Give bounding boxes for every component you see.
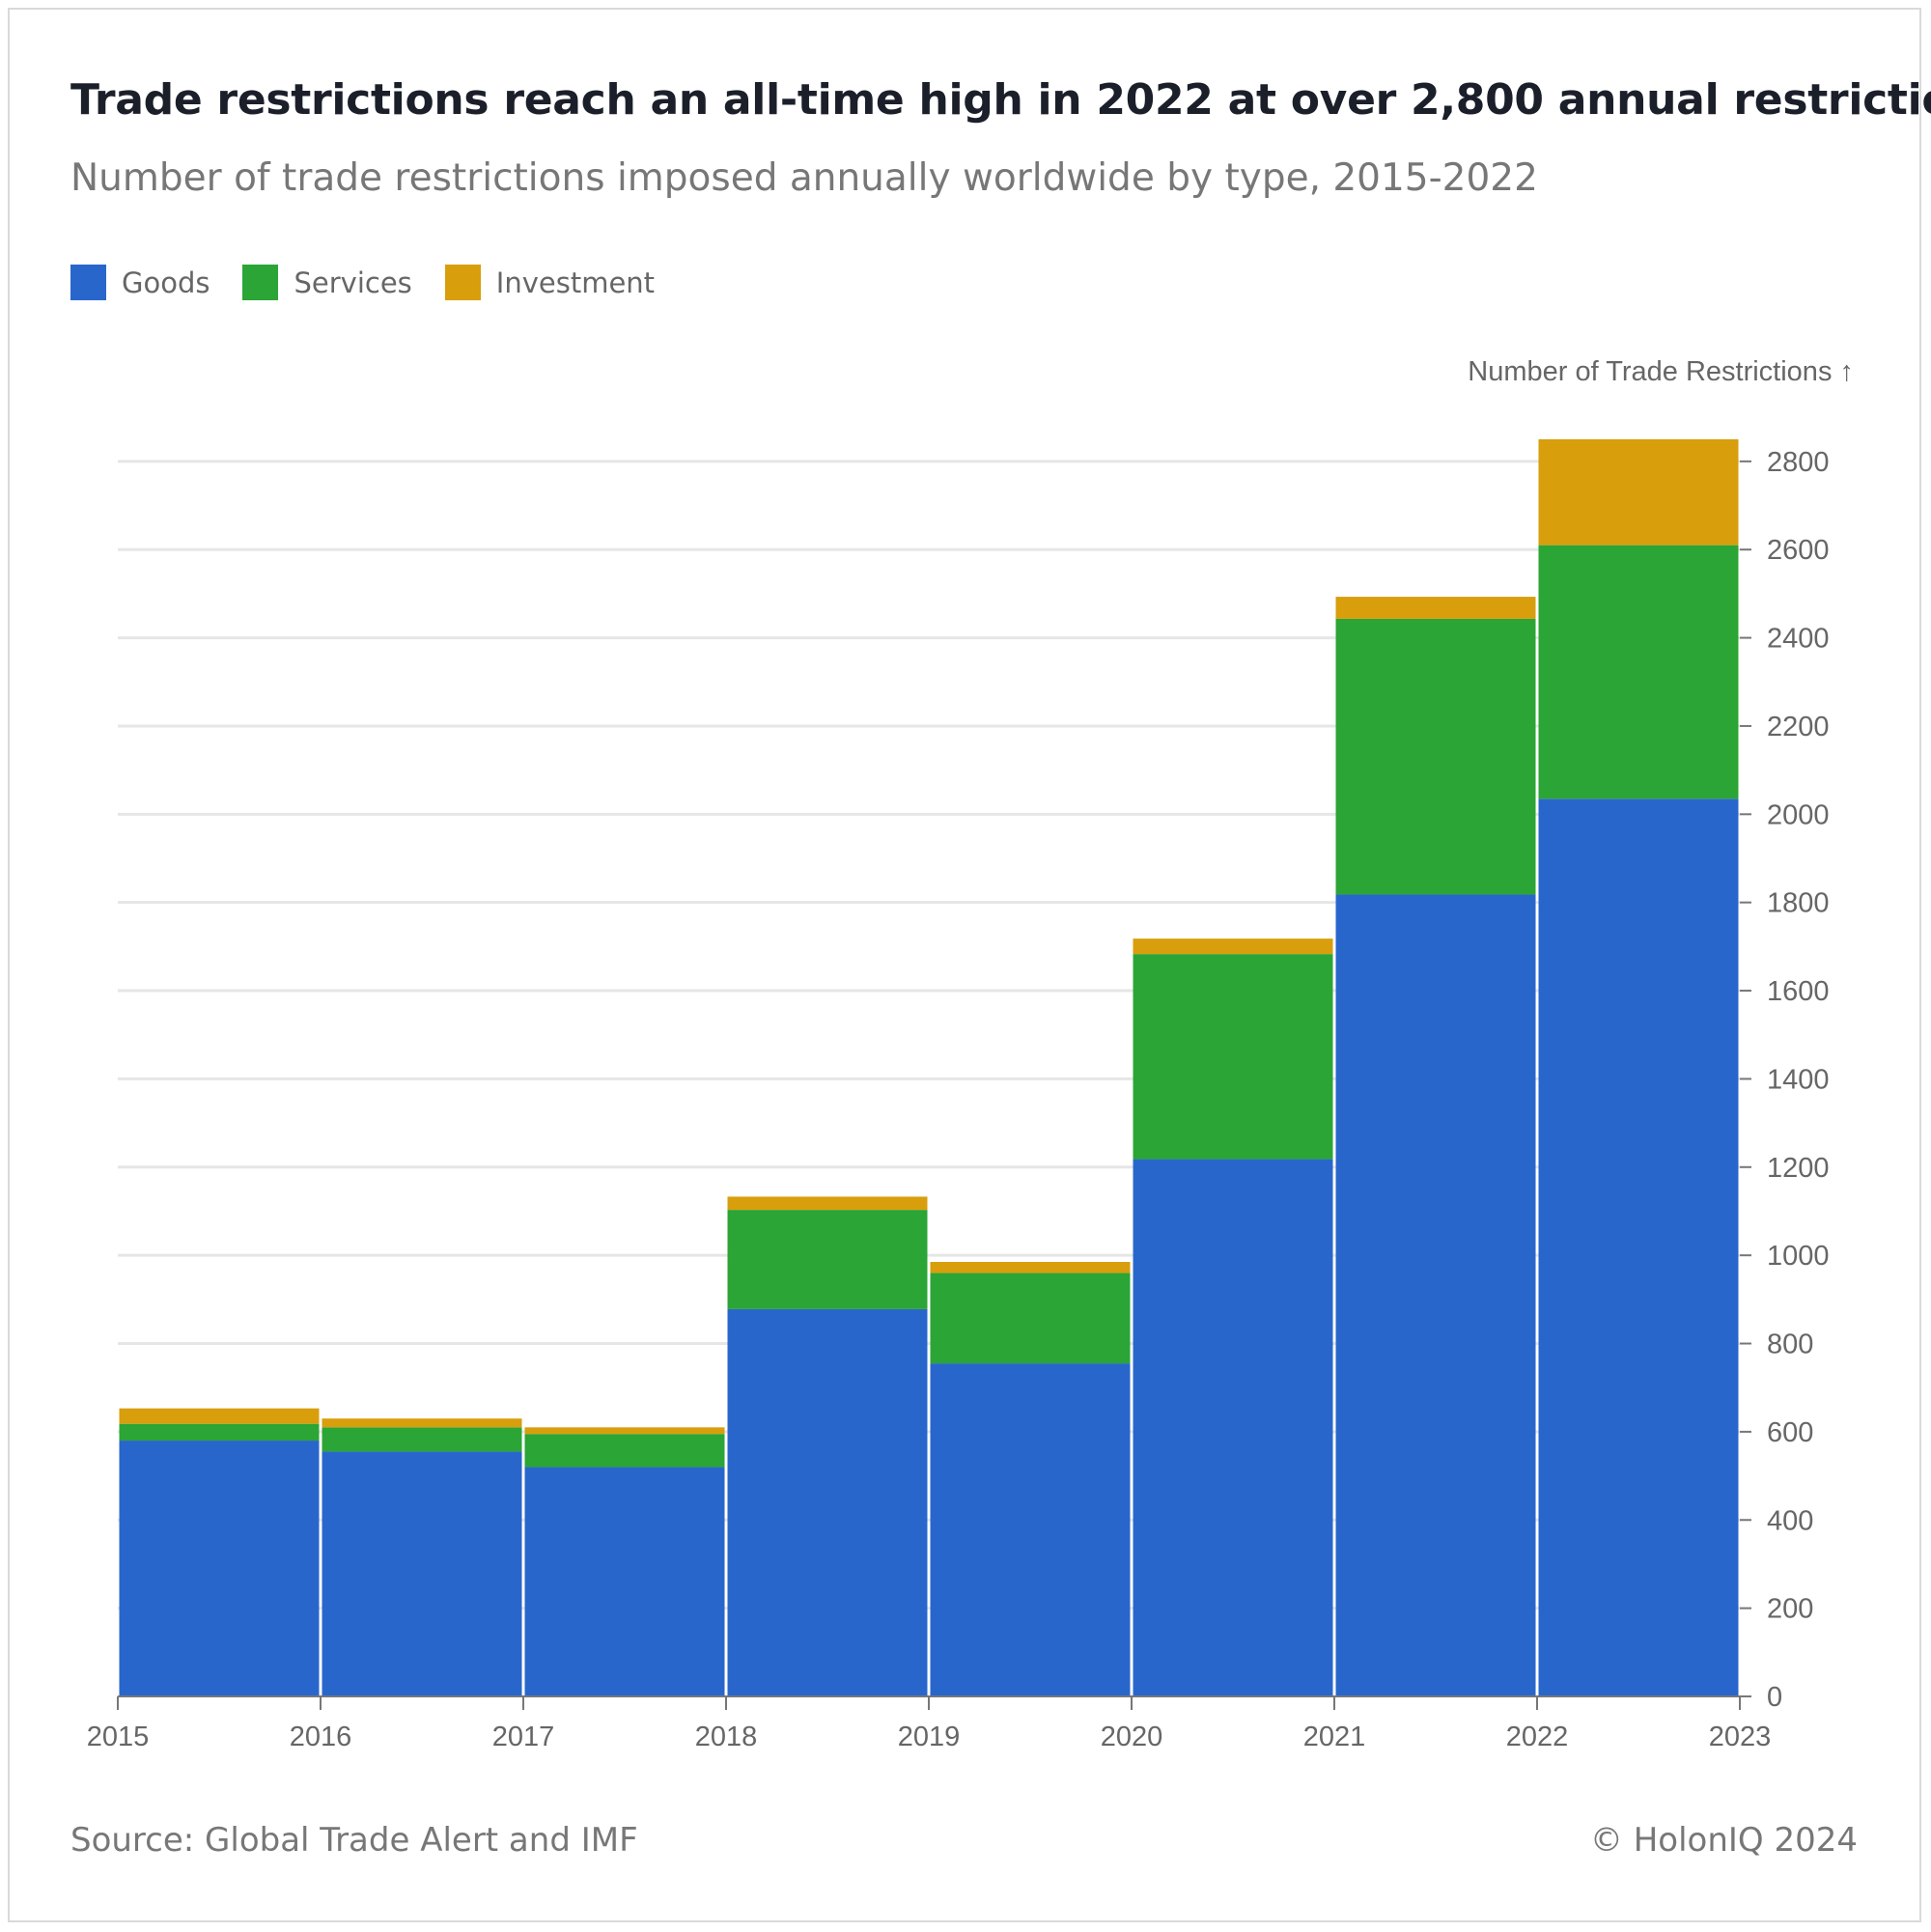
chart-subtitle: Number of trade restrictions imposed ann… bbox=[70, 156, 1538, 200]
copyright-note: © HolonIQ 2024 bbox=[1589, 1821, 1858, 1860]
bar-goods-2015[interactable] bbox=[119, 1441, 320, 1696]
bar-investment-2015[interactable] bbox=[119, 1408, 320, 1424]
bar-services-2015[interactable] bbox=[119, 1423, 320, 1442]
bar-investment-2017[interactable] bbox=[524, 1427, 725, 1435]
y-tick-label-1800: 1800 bbox=[1767, 888, 1830, 919]
bar-services-2019[interactable] bbox=[930, 1273, 1131, 1364]
y-axis-title: Number of Trade Restrictions ↑ bbox=[1468, 356, 1854, 387]
x-tick-label-2019: 2019 bbox=[898, 1722, 961, 1752]
legend: Goods Services Investment bbox=[70, 265, 687, 300]
y-tick-label-200: 200 bbox=[1767, 1594, 1813, 1625]
y-tick-label-1000: 1000 bbox=[1767, 1241, 1830, 1272]
bar-services-2017[interactable] bbox=[524, 1434, 725, 1468]
y-tick-label-600: 600 bbox=[1767, 1417, 1813, 1448]
legend-swatch-goods bbox=[70, 265, 106, 300]
bar-investment-2021[interactable] bbox=[1335, 597, 1536, 619]
y-tick-label-1400: 1400 bbox=[1767, 1064, 1830, 1095]
x-tick-label-2016: 2016 bbox=[290, 1722, 352, 1752]
bar-investment-2018[interactable] bbox=[727, 1196, 928, 1211]
legend-swatch-services bbox=[242, 265, 279, 300]
y-tick-label-400: 400 bbox=[1767, 1505, 1813, 1536]
bar-investment-2022[interactable] bbox=[1538, 439, 1739, 546]
bar-goods-2017[interactable] bbox=[524, 1467, 725, 1696]
axes: 0 200 400 600 800 1000 1200 1400 1600 1800 2000 220… bbox=[87, 447, 1830, 1752]
bar-goods-2022[interactable] bbox=[1538, 798, 1739, 1696]
y-tick-label-2400: 2400 bbox=[1767, 624, 1830, 655]
x-tick-label-2015: 2015 bbox=[87, 1722, 150, 1752]
bar-services-2020[interactable] bbox=[1133, 954, 1333, 1160]
legend-item-goods[interactable]: Goods bbox=[70, 265, 210, 300]
bar-services-2016[interactable] bbox=[322, 1427, 522, 1452]
y-tick-label-2200: 2200 bbox=[1767, 712, 1830, 742]
bar-goods-2020[interactable] bbox=[1133, 1159, 1333, 1696]
bar-goods-2016[interactable] bbox=[322, 1451, 522, 1696]
source-note: Source: Global Trade Alert and IMF bbox=[70, 1821, 638, 1860]
chart-title: Trade restrictions reach an all-time hig… bbox=[70, 75, 1931, 125]
x-tick-label-2018: 2018 bbox=[695, 1722, 758, 1752]
bar-services-2022[interactable] bbox=[1538, 545, 1739, 799]
x-tick-label-2020: 2020 bbox=[1101, 1722, 1163, 1752]
bar-goods-2019[interactable] bbox=[930, 1363, 1131, 1696]
legend-label-goods: Goods bbox=[122, 266, 210, 299]
legend-label-services: Services bbox=[294, 266, 412, 299]
y-tick-label-2800: 2800 bbox=[1767, 447, 1830, 478]
y-tick-label-0: 0 bbox=[1767, 1682, 1782, 1713]
bar-investment-2016[interactable] bbox=[322, 1418, 522, 1428]
legend-item-investment[interactable]: Investment bbox=[444, 265, 656, 300]
x-tick-label-2017: 2017 bbox=[492, 1722, 555, 1752]
legend-label-investment: Investment bbox=[495, 266, 656, 299]
legend-swatch-investment bbox=[444, 265, 481, 300]
bar-goods-2021[interactable] bbox=[1335, 894, 1536, 1696]
bar-investment-2020[interactable] bbox=[1133, 938, 1333, 955]
x-tick-label-2021: 2021 bbox=[1303, 1722, 1366, 1752]
y-tick-label-2000: 2000 bbox=[1767, 799, 1830, 830]
bar-goods-2018[interactable] bbox=[727, 1308, 928, 1696]
bar-services-2021[interactable] bbox=[1335, 618, 1536, 895]
y-tick-label-1600: 1600 bbox=[1767, 976, 1830, 1007]
x-tick-label-2022: 2022 bbox=[1506, 1722, 1569, 1752]
y-tick-label-800: 800 bbox=[1767, 1330, 1813, 1360]
x-tick-label-2023: 2023 bbox=[1709, 1722, 1772, 1752]
bar-investment-2019[interactable] bbox=[930, 1262, 1131, 1274]
bars bbox=[119, 439, 1739, 1696]
legend-item-services[interactable]: Services bbox=[242, 265, 412, 300]
y-tick-label-2600: 2600 bbox=[1767, 535, 1830, 566]
y-tick-label-1200: 1200 bbox=[1767, 1153, 1830, 1184]
bar-services-2018[interactable] bbox=[727, 1210, 928, 1309]
